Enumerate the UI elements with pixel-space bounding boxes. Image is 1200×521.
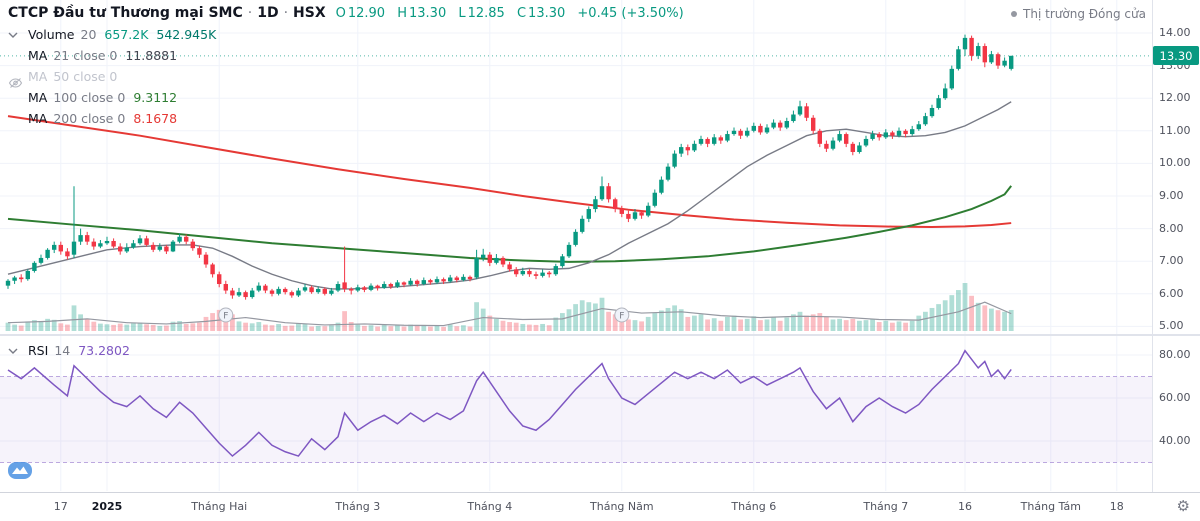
settings-gear-icon[interactable]: ⚙ [1176, 497, 1190, 515]
svg-text:F: F [223, 312, 228, 322]
time-axis-tick: Tháng Năm [590, 500, 654, 513]
pane-separator[interactable] [0, 334, 1200, 336]
rsi-axis-tick: 80.00 [1159, 348, 1191, 361]
ma200-value: 8.1678 [133, 111, 178, 126]
price-axis-tick: 8.00 [1159, 221, 1184, 235]
time-axis-tick: 16 [958, 500, 972, 513]
market-status-label: Thị trường Đóng cửa [1023, 7, 1146, 21]
time-axis-tick: Tháng 3 [335, 500, 381, 513]
volume-ma-value: 542.945K [156, 27, 217, 42]
change-value: +0.45 (+3.50%) [577, 5, 684, 21]
price-axis-tick: 11.00 [1159, 123, 1191, 137]
separator-dot: · [283, 5, 289, 21]
time-axis[interactable]: 17 2025 Tháng Hai Tháng 3 Tháng 4 Tháng Năm Th… [0, 492, 1200, 521]
price-axis-tick: 9.00 [1159, 189, 1184, 202]
time-axis-tick: Tháng Hai [191, 500, 248, 513]
time-axis-tick: Tháng Tám [1020, 500, 1081, 513]
time-axis-tick: 18 [1109, 500, 1124, 513]
price-axis-tick: 5.00 [1159, 319, 1184, 333]
time-axis-tick: 2025 [91, 500, 123, 513]
market-status: Thị trường Đóng cửa [1011, 7, 1146, 21]
volume-value: 657.2K [104, 27, 149, 42]
rsi-pane[interactable] [0, 336, 1152, 491]
chevron-down-icon[interactable] [8, 344, 26, 358]
separator-dot: · [247, 5, 253, 21]
price-axis-tick: 6.00 [1159, 286, 1184, 300]
legend-ma50-row[interactable]: MA 50 close 0 [8, 66, 686, 88]
rsi-legend: RSI 14 73.2802 [8, 340, 130, 361]
time-axis-tick: Tháng 6 [731, 500, 777, 513]
current-price-label: 13.30 [1153, 46, 1199, 66]
ma100-value: 9.3112 [133, 90, 178, 105]
ohlc-values: O 12.90 H 13.30 L 12.85 C 13.30 +0.45 (+3.50… [335, 5, 684, 21]
chevron-down-icon[interactable] [8, 28, 26, 42]
market-closed-dot-icon [1011, 11, 1018, 17]
volume-indicator-label: Volume [28, 27, 75, 42]
volume-param: 20 [80, 27, 97, 42]
legend-rsi-row[interactable]: RSI 14 73.2802 [8, 340, 130, 361]
legend-ma200-row[interactable]: MA 200 close 0 8.1678 [28, 111, 178, 126]
price-axis-tick: 10.00 [1159, 156, 1191, 170]
symbol-title[interactable]: CTCP Đầu tư Thương mại SMC [8, 5, 243, 21]
time-axis-tick: Tháng 7 [863, 500, 909, 513]
time-axis-tick: 17 [53, 500, 68, 513]
rsi-indicator-label: RSI [28, 343, 49, 358]
rsi-param: 14 [54, 343, 71, 358]
legend-ma100-row[interactable]: MA 100 close 0 9.3112 [28, 90, 178, 105]
axis-border [1152, 0, 1153, 521]
time-axis-tick: Tháng 4 [467, 500, 513, 513]
interval-label[interactable]: 1D [257, 5, 279, 21]
rsi-value: 73.2802 [78, 343, 130, 358]
rsi-axis[interactable]: 80.00 60.00 40.00 [1153, 336, 1200, 491]
rsi-axis-tick: 40.00 [1159, 434, 1191, 447]
price-axis-tick: 7.00 [1159, 254, 1184, 268]
exchange-label[interactable]: HSX [293, 5, 326, 21]
legend-volume-row[interactable]: Volume 20 657.2K 542.945K [8, 24, 686, 45]
svg-text:F: F [619, 312, 624, 322]
rsi-axis-tick: 60.00 [1159, 391, 1191, 404]
price-axis-tick: 14.00 [1159, 26, 1191, 39]
price-axis-tick: 12.00 [1159, 91, 1191, 105]
ma21-value: 11.8881 [125, 48, 178, 63]
legend-ma21-row[interactable]: MA 21 close 0 11.8881 [28, 48, 178, 63]
